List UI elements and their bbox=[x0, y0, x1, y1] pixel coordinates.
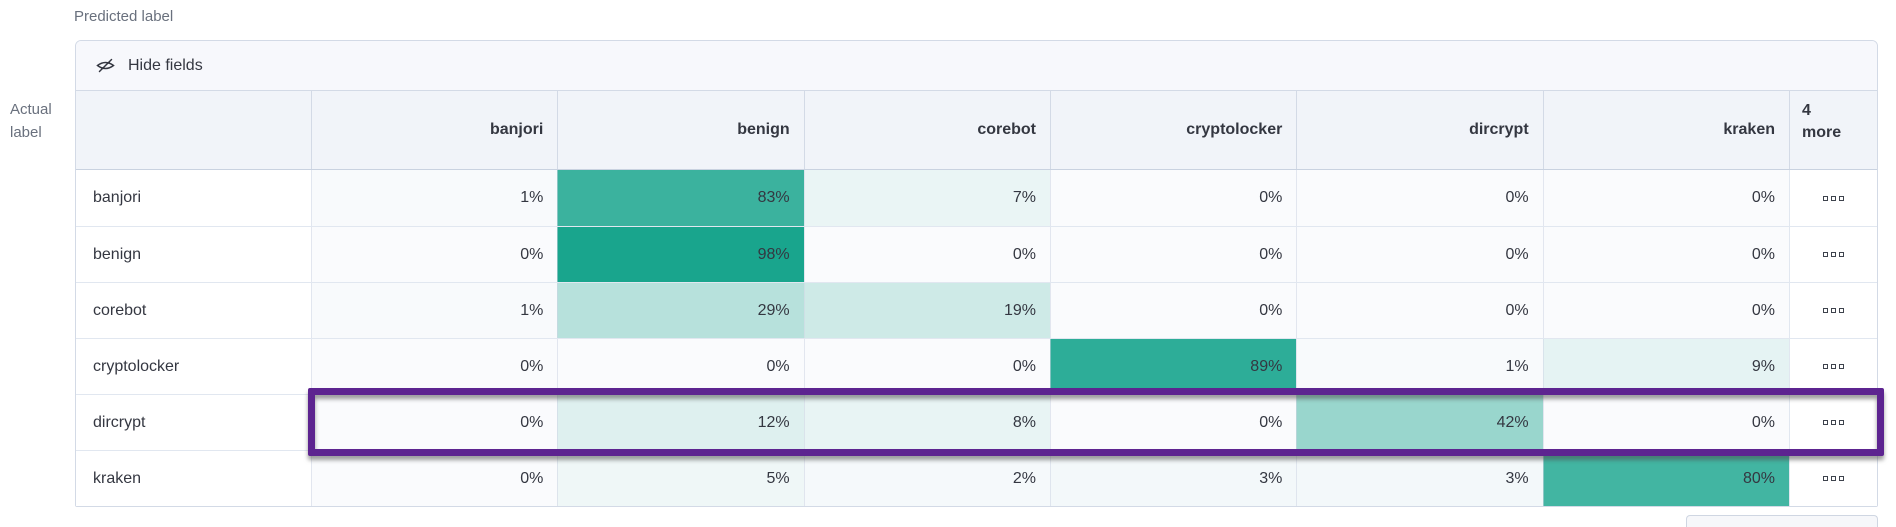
cell-corebot-banjori[interactable]: 1% bbox=[311, 283, 558, 338]
column-header-cryptolocker[interactable]: cryptolocker bbox=[1049, 91, 1296, 169]
row-actions-dircrypt[interactable] bbox=[1788, 395, 1877, 450]
more-columns-label: more bbox=[1801, 124, 1842, 141]
row-actions-cryptolocker[interactable] bbox=[1788, 339, 1877, 394]
boxes-horizontal-icon bbox=[1821, 252, 1846, 257]
cell-corebot-benign[interactable]: 29% bbox=[557, 283, 804, 338]
boxes-horizontal-icon bbox=[1821, 308, 1846, 313]
cell-cryptolocker-benign[interactable]: 0% bbox=[557, 339, 804, 394]
cell-banjori-kraken[interactable]: 0% bbox=[1542, 170, 1789, 226]
predicted-label-axis-title: Predicted label bbox=[74, 8, 174, 25]
cell-dircrypt-benign[interactable]: 12% bbox=[557, 395, 804, 450]
row-actions-banjori[interactable] bbox=[1788, 170, 1877, 226]
boxes-horizontal-icon bbox=[1821, 195, 1846, 201]
column-header-benign[interactable]: benign bbox=[557, 91, 803, 169]
boxes-horizontal-icon bbox=[1821, 420, 1846, 425]
cell-kraken-kraken[interactable]: 80% bbox=[1542, 451, 1789, 506]
cell-benign-kraken[interactable]: 0% bbox=[1542, 227, 1789, 282]
row-label-kraken[interactable]: kraken bbox=[76, 451, 311, 506]
column-header-dircrypt[interactable]: dircrypt bbox=[1296, 91, 1542, 169]
cell-banjori-benign[interactable]: 83% bbox=[557, 170, 804, 226]
cell-corebot-cryptolocker[interactable]: 0% bbox=[1049, 283, 1297, 338]
cell-benign-dircrypt[interactable]: 0% bbox=[1296, 227, 1543, 282]
cell-dircrypt-cryptolocker[interactable]: 0% bbox=[1049, 395, 1297, 450]
cell-corebot-corebot[interactable]: 19% bbox=[803, 283, 1050, 338]
matrix-header-row: banjori benign corebot cryptolocker dircrypt… bbox=[76, 91, 1877, 170]
cell-banjori-corebot[interactable]: 7% bbox=[803, 170, 1050, 226]
cell-benign-benign[interactable]: 98% bbox=[557, 227, 804, 282]
row-label-benign[interactable]: benign bbox=[76, 227, 311, 282]
more-columns-count: 4 bbox=[1801, 102, 1811, 119]
cell-banjori-dircrypt[interactable]: 0% bbox=[1296, 170, 1543, 226]
matrix-body: banjori 1% 83% 7% 0% 0% 0% benign 0% 98% 0% 0% 0% 0% c… bbox=[76, 170, 1877, 506]
cell-kraken-corebot[interactable]: 2% bbox=[803, 451, 1050, 506]
hide-fields-label: Hide fields bbox=[128, 56, 203, 74]
cell-benign-corebot[interactable]: 0% bbox=[803, 227, 1050, 282]
cell-benign-cryptolocker[interactable]: 0% bbox=[1049, 227, 1297, 282]
cell-corebot-kraken[interactable]: 0% bbox=[1542, 283, 1789, 338]
eye-closed-icon bbox=[95, 55, 116, 76]
row-actions-kraken[interactable] bbox=[1788, 451, 1877, 506]
boxes-horizontal-icon bbox=[1821, 476, 1846, 481]
row-label-dircrypt[interactable]: dircrypt bbox=[76, 395, 311, 450]
cell-kraken-banjori[interactable]: 0% bbox=[311, 451, 558, 506]
matrix-row-kraken: kraken 0% 5% 2% 3% 3% 80% bbox=[76, 450, 1877, 506]
matrix-row-banjori: banjori 1% 83% 7% 0% 0% 0% bbox=[76, 170, 1877, 226]
cell-kraken-cryptolocker[interactable]: 3% bbox=[1049, 451, 1297, 506]
horizontal-scrollbar[interactable] bbox=[1686, 515, 1878, 527]
actual-label-axis-title: Actual label bbox=[10, 98, 68, 144]
cell-benign-banjori[interactable]: 0% bbox=[311, 227, 558, 282]
cell-banjori-cryptolocker[interactable]: 0% bbox=[1049, 170, 1297, 226]
confusion-matrix-panel: Hide fields banjori benign corebot cryptolo… bbox=[75, 40, 1878, 507]
matrix-row-corebot: corebot 1% 29% 19% 0% 0% 0% bbox=[76, 282, 1877, 338]
matrix-row-cryptolocker: cryptolocker 0% 0% 0% 89% 1% 9% bbox=[76, 338, 1877, 394]
column-header-corebot[interactable]: corebot bbox=[803, 91, 1050, 169]
row-label-corebot[interactable]: corebot bbox=[76, 283, 311, 338]
cell-dircrypt-banjori[interactable]: 0% bbox=[311, 395, 558, 450]
column-header-banjori[interactable]: banjori bbox=[311, 91, 557, 169]
matrix-row-benign: benign 0% 98% 0% 0% 0% 0% bbox=[76, 226, 1877, 282]
row-label-banjori[interactable]: banjori bbox=[76, 170, 311, 226]
cell-dircrypt-corebot[interactable]: 8% bbox=[803, 395, 1050, 450]
cell-cryptolocker-banjori[interactable]: 0% bbox=[311, 339, 558, 394]
row-actions-corebot[interactable] bbox=[1788, 283, 1877, 338]
column-header-more[interactable]: 4 more bbox=[1788, 91, 1877, 169]
cell-cryptolocker-kraken[interactable]: 9% bbox=[1542, 339, 1789, 394]
row-label-cryptolocker[interactable]: cryptolocker bbox=[76, 339, 311, 394]
hide-fields-button[interactable]: Hide fields bbox=[76, 41, 1877, 91]
matrix-corner-cell bbox=[76, 91, 311, 169]
actual-label-line2: label bbox=[10, 124, 42, 141]
cell-cryptolocker-corebot[interactable]: 0% bbox=[803, 339, 1050, 394]
actual-label-line1: Actual bbox=[10, 101, 52, 118]
cell-corebot-dircrypt[interactable]: 0% bbox=[1296, 283, 1543, 338]
matrix-row-dircrypt: dircrypt 0% 12% 8% 0% 42% 0% bbox=[76, 394, 1877, 450]
cell-cryptolocker-cryptolocker[interactable]: 89% bbox=[1049, 339, 1297, 394]
boxes-horizontal-icon bbox=[1821, 364, 1846, 369]
column-header-kraken[interactable]: kraken bbox=[1542, 91, 1789, 169]
row-actions-benign[interactable] bbox=[1788, 227, 1877, 282]
cell-cryptolocker-dircrypt[interactable]: 1% bbox=[1296, 339, 1543, 394]
cell-dircrypt-kraken[interactable]: 0% bbox=[1542, 395, 1789, 450]
cell-kraken-dircrypt[interactable]: 3% bbox=[1296, 451, 1543, 506]
cell-kraken-benign[interactable]: 5% bbox=[557, 451, 804, 506]
cell-banjori-banjori[interactable]: 1% bbox=[311, 170, 558, 226]
cell-dircrypt-dircrypt[interactable]: 42% bbox=[1296, 395, 1543, 450]
